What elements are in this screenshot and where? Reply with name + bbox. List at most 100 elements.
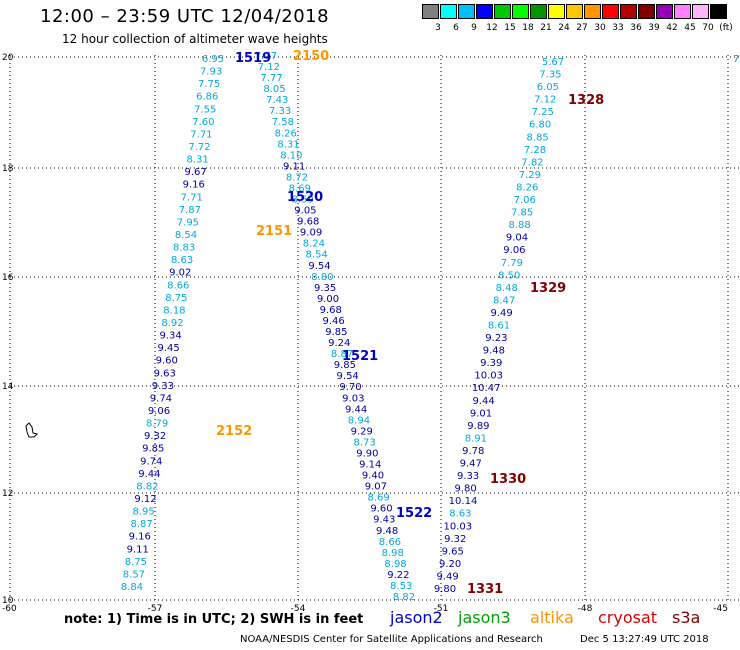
swh-value-track-a: 9.02 [169, 268, 191, 279]
swh-value-track-c: 10.03 [474, 371, 503, 382]
legend-label: 12 [486, 23, 498, 33]
swh-value-track-b: 9.11 [283, 161, 305, 172]
island-outline [25, 422, 38, 438]
swh-value-track-a: 8.87 [131, 519, 153, 530]
swh-value-track-c: 9.23 [485, 333, 507, 344]
legend-swatch [584, 4, 601, 19]
swh-value-track-b: 9.48 [376, 526, 398, 537]
pass-label-1330: 1330 [490, 472, 526, 487]
swh-value-track-b: 7.77 [260, 73, 282, 84]
swh-value-track-c: 8.48 [496, 283, 518, 294]
satellite-jason3: jason3 [458, 608, 511, 627]
swh-value-track-b: 8.26 [275, 128, 297, 139]
swh-value-track-a: 8.75 [165, 293, 187, 304]
swh-value-track-c: 8.88 [508, 220, 530, 231]
swh-value-track-c: 9.89 [467, 421, 489, 432]
swh-value-track-a: 9.32 [144, 431, 166, 442]
swh-value-track-a: 9.16 [129, 532, 151, 543]
lon-tick-label: -45 [713, 604, 728, 614]
swh-value-track-c: 9.44 [472, 396, 494, 407]
swh-value-track-c: 8.63 [449, 509, 471, 520]
legend-swatch [512, 4, 529, 19]
swh-value-track-b: 8.31 [277, 139, 299, 150]
legend-label: 6 [453, 23, 459, 33]
pass-label-1328: 1328 [568, 93, 604, 108]
swh-value-track-c: 7.82 [521, 157, 543, 168]
swh-value-track-b: 8.69 [368, 493, 390, 504]
lon-tick-label: -48 [578, 604, 593, 614]
swh-value-track-b: 9.60 [370, 504, 392, 515]
swh-value-track-a: 9.16 [183, 180, 205, 191]
lat-tick-label: 12 [2, 489, 13, 499]
swh-value-track-a: 7.72 [188, 142, 210, 153]
satellite-s3a: s3a [672, 608, 701, 627]
swh-value-track-c: 5.67 [542, 57, 564, 68]
legend-swatch [476, 4, 493, 19]
lon-tick-label: -51 [434, 604, 449, 614]
page-title: 12:00 – 23:59 UTC 12/04/2018 [40, 6, 330, 27]
swh-value-track-b: 7.43 [266, 95, 288, 106]
swh-value-track-c: 7.28 [524, 145, 546, 156]
swh-value-track-c: 7.25 [532, 107, 554, 118]
swh-value-track-a: 9.34 [159, 331, 181, 342]
swh-value-track-b: 8.87 [331, 349, 353, 360]
swh-value-track-a: 9.74 [140, 456, 162, 467]
lon-tick-label: -54 [291, 604, 306, 614]
swh-value-track-a: 8.75 [125, 557, 147, 568]
pass-label-1329: 1329 [530, 281, 566, 296]
legend-label: 21 [540, 23, 552, 33]
swh-value-track-a: 7.71 [181, 192, 203, 203]
swh-value-track-b: 9.46 [322, 316, 344, 327]
legend-swatch [494, 4, 511, 19]
swh-value-track-c: 8.26 [516, 182, 538, 193]
legend-swatch [566, 4, 583, 19]
swh-value-track-a: 7.71 [190, 129, 212, 140]
swh-value-track-b: 7.58 [272, 117, 294, 128]
swh-value-track-c: 10.14 [449, 496, 478, 507]
swh-value-track-b: 9.54 [337, 371, 359, 382]
swh-value-track-a: 8.82 [136, 481, 158, 492]
swh-value-track-c: 9.47 [460, 459, 482, 470]
swh-value-track-c: 8.47 [493, 295, 515, 306]
legend-label: 36 [630, 23, 642, 33]
pass-label-1331: 1331 [467, 582, 503, 597]
legend-swatch [638, 4, 655, 19]
swh-value-track-c: 10.47 [472, 383, 501, 394]
swh-value-track-b: 7.33 [269, 106, 291, 117]
legend-swatch [656, 4, 673, 19]
swh-value-track-b: 9.70 [339, 382, 361, 393]
legend-swatch [620, 4, 637, 19]
swh-value-track-c: 9.20 [439, 559, 461, 570]
swh-value-track-c: 8.50 [498, 270, 520, 281]
swh-value-track-a: 8.84 [121, 582, 143, 593]
swh-value-track-b: 9.05 [294, 206, 316, 217]
legend-label: 30 [594, 23, 606, 33]
legend-swatch [692, 4, 709, 19]
swh-value-track-c: 9.80 [454, 484, 476, 495]
swh-value-track-a: 8.57 [123, 569, 145, 580]
swh-value-track-a: 9.11 [127, 544, 149, 555]
swh-value-track-b: 9.35 [314, 283, 336, 294]
swh-value-track-a: 9.63 [154, 368, 176, 379]
swh-value-track-a: 8.63 [171, 255, 193, 266]
legend-swatch [458, 4, 475, 19]
satellite-altika: altika [530, 608, 574, 627]
pass-label-1519: 1519 [235, 51, 271, 66]
swh-value-track-b: 8.05 [263, 84, 285, 95]
swh-value-track-c: 9.04 [506, 233, 528, 244]
swh-value-track-a: 9.44 [138, 469, 160, 480]
swh-value-track-b: 8.54 [306, 250, 328, 261]
swh-value-track-b: 9.03 [342, 393, 364, 404]
swh-value-track-c: 8.85 [526, 132, 548, 143]
satellite-cryosat: cryosat [598, 608, 658, 627]
legend-label: 70 [702, 23, 714, 33]
swh-value-track-a: 7.55 [194, 104, 216, 115]
swh-value-track-b: 9.24 [328, 338, 350, 349]
swh-value-track-a: 9.60 [156, 356, 178, 367]
swh-value-track-c: 9.39 [480, 358, 502, 369]
swh-value-track-b: 9.90 [356, 448, 378, 459]
swh-value-track-c: 7.85 [511, 208, 533, 219]
swh-value-track-c: 9.80 [434, 584, 456, 595]
legend-swatch [548, 4, 565, 19]
legend-label: 33 [612, 23, 624, 33]
